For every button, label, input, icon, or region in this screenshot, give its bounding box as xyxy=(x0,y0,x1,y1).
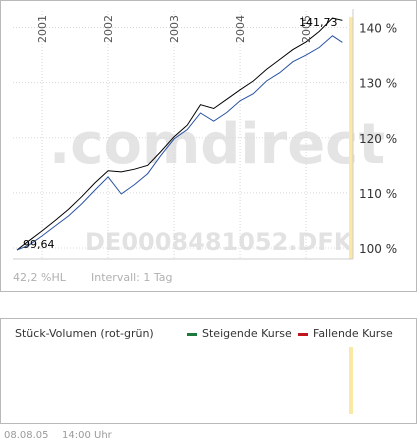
y-tick-label: 140 % xyxy=(359,22,397,36)
isin-label: DE0008481052.DFK xyxy=(85,228,354,256)
max-value-label: 141,73 xyxy=(299,16,338,29)
x-tick-label: 2001 xyxy=(36,15,49,43)
range-label: 42,2 %HL xyxy=(13,271,66,284)
x-tick-label: 2003 xyxy=(168,15,181,43)
watermark: .comdirect xyxy=(49,112,385,177)
x-tick-label: 2002 xyxy=(102,15,115,43)
interval-label: Intervall: 1 Tag xyxy=(91,271,173,284)
x-tick-label: 2004 xyxy=(234,15,247,43)
volume-title: Stück-Volumen (rot-grün) xyxy=(15,327,154,340)
legend-falling-label: Fallende Kurse xyxy=(313,327,393,340)
legend-falling: Fallende Kurse xyxy=(298,327,393,340)
falling-swatch xyxy=(298,332,308,336)
accent-strip xyxy=(349,17,353,259)
footer-date: 08.08.05 xyxy=(4,430,49,441)
price-chart-panel: .comdirect DE0008481052.DFK 2001 2002 2003… xyxy=(0,0,417,292)
y-tick-label: 130 % xyxy=(359,77,397,91)
legend-rising-label: Steigende Kurse xyxy=(202,327,292,340)
price-chart: .comdirect DE0008481052.DFK 2001 2002 2003… xyxy=(13,9,397,260)
series-line-2 xyxy=(16,35,343,251)
x-tick-label: 2005 xyxy=(300,15,313,43)
volume-accent-strip xyxy=(349,347,353,414)
y-tick-label: 120 % xyxy=(359,132,397,146)
start-value-label: 99,64 xyxy=(23,238,55,251)
legend-rising: Steigende Kurse xyxy=(187,327,292,340)
series-line-1 xyxy=(16,17,343,251)
y-tick-label: 100 % xyxy=(359,242,397,256)
rising-swatch xyxy=(187,332,197,336)
volume-chart-panel: Stück-Volumen (rot-grün) Steigende Kurse… xyxy=(0,318,417,424)
footer-time: 14:00 Uhr xyxy=(62,430,112,441)
y-tick-label: 110 % xyxy=(359,187,397,201)
